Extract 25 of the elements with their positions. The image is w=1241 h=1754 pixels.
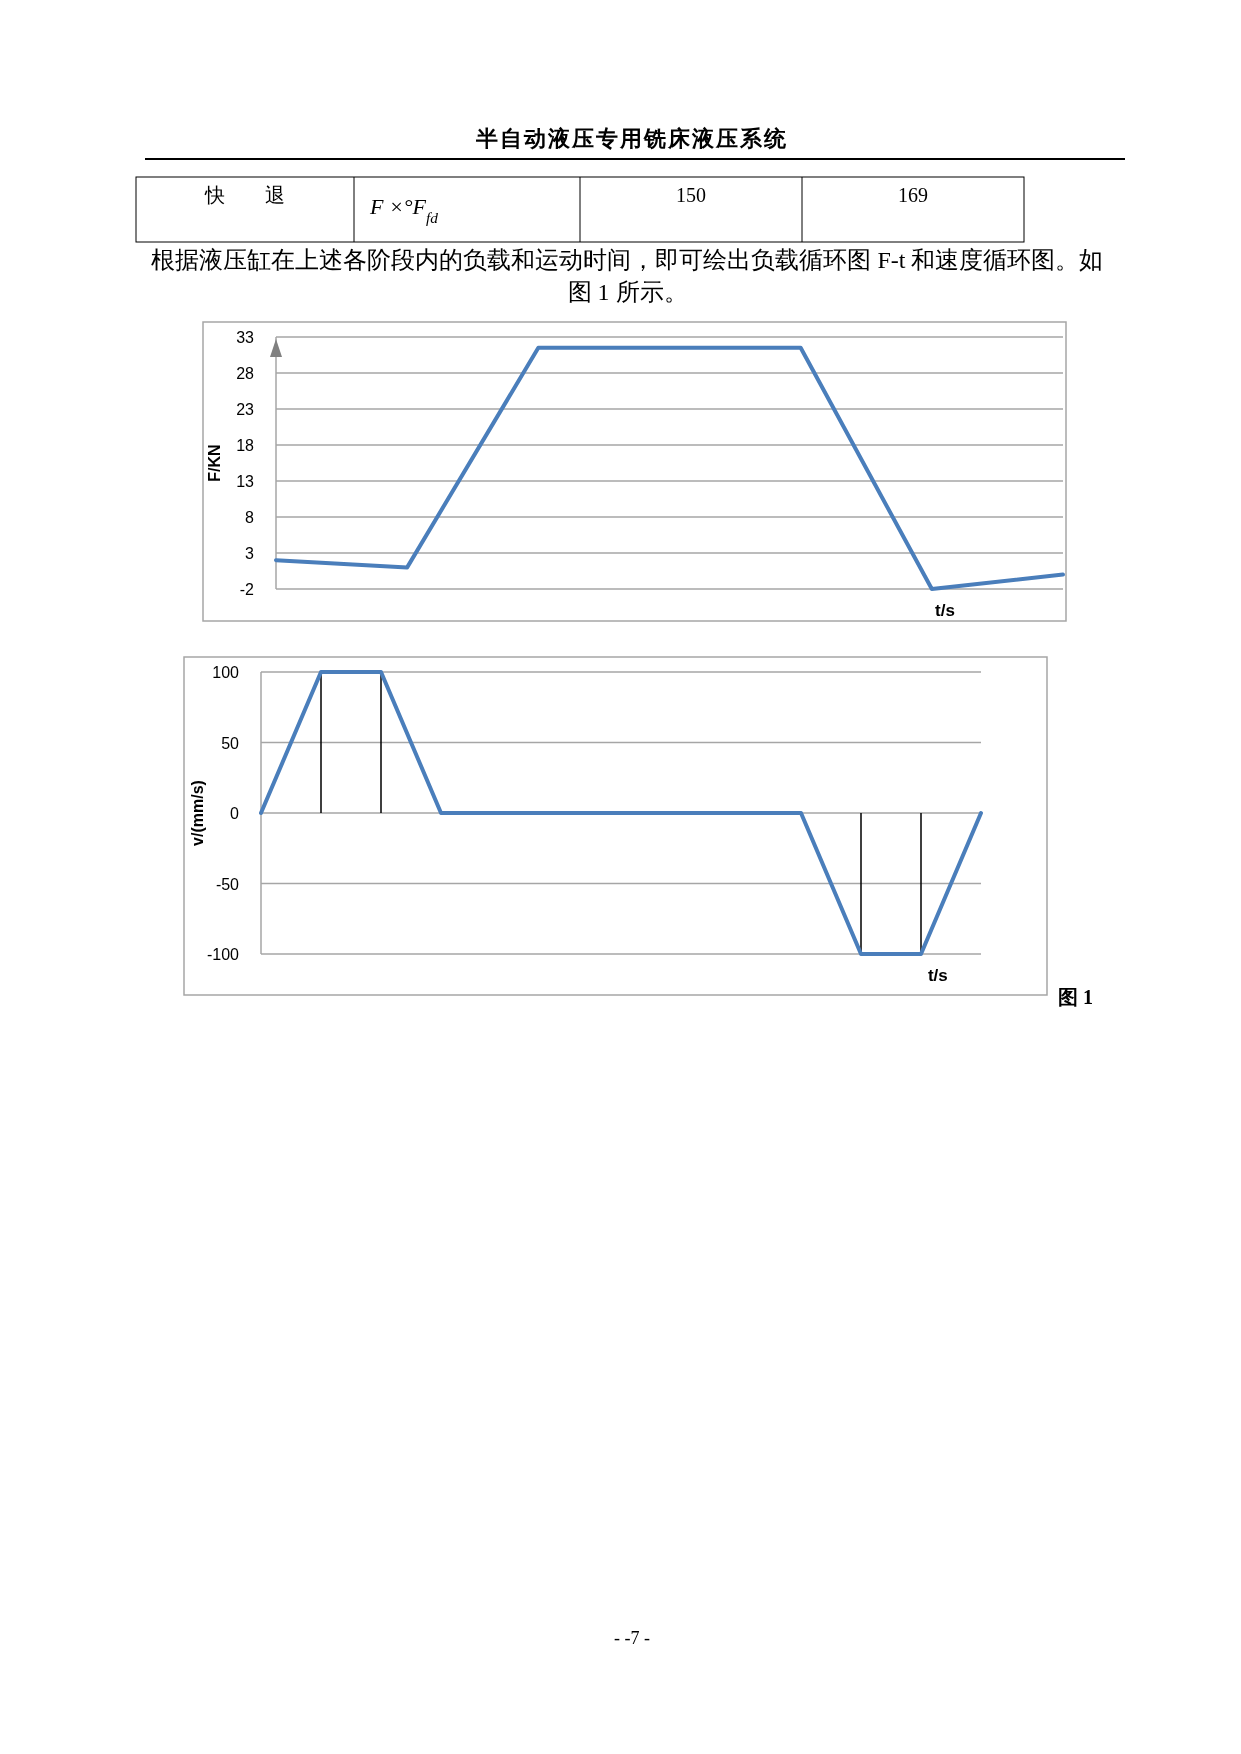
x-axis-title: t/s <box>935 601 955 620</box>
y-tick-label: 23 <box>236 401 255 418</box>
text: 150 <box>676 184 706 206</box>
y-axis-title: v/(mm/s) <box>189 780 206 846</box>
text: 根据液压缸在上述各阶段内的负载和运动时间，即可绘出负载循环图 F-t 和速度循环图。如图 1 所示。 <box>150 246 1105 307</box>
text: - -7 - <box>614 1628 650 1648</box>
text: 169 <box>898 184 928 206</box>
text: 快 退 <box>204 184 285 206</box>
y-tick-label: -100 <box>206 946 240 963</box>
caption: 图 1 <box>1058 986 1093 1008</box>
y-tick-label: 3 <box>245 545 255 562</box>
y-tick-label: -2 <box>239 581 255 598</box>
y-tick-label: -50 <box>215 875 240 893</box>
text: F ×°F$_{fd}$ <box>369 194 439 226</box>
y-axis-title: F/KN <box>206 444 223 482</box>
y-tick-label: 50 <box>221 734 240 752</box>
y-tick-label: 18 <box>236 437 255 454</box>
chart-title: 半自动液压专用铣床液压系统 <box>475 126 788 151</box>
y-tick-label: 13 <box>236 473 255 490</box>
x-axis-title: t/s <box>927 966 948 985</box>
y-tick-label: 28 <box>236 365 255 382</box>
y-tick-label: 100 <box>212 664 240 681</box>
y-tick-label: 0 <box>230 805 240 822</box>
y-tick-label: 8 <box>245 509 255 526</box>
y-tick-label: 33 <box>236 329 255 346</box>
